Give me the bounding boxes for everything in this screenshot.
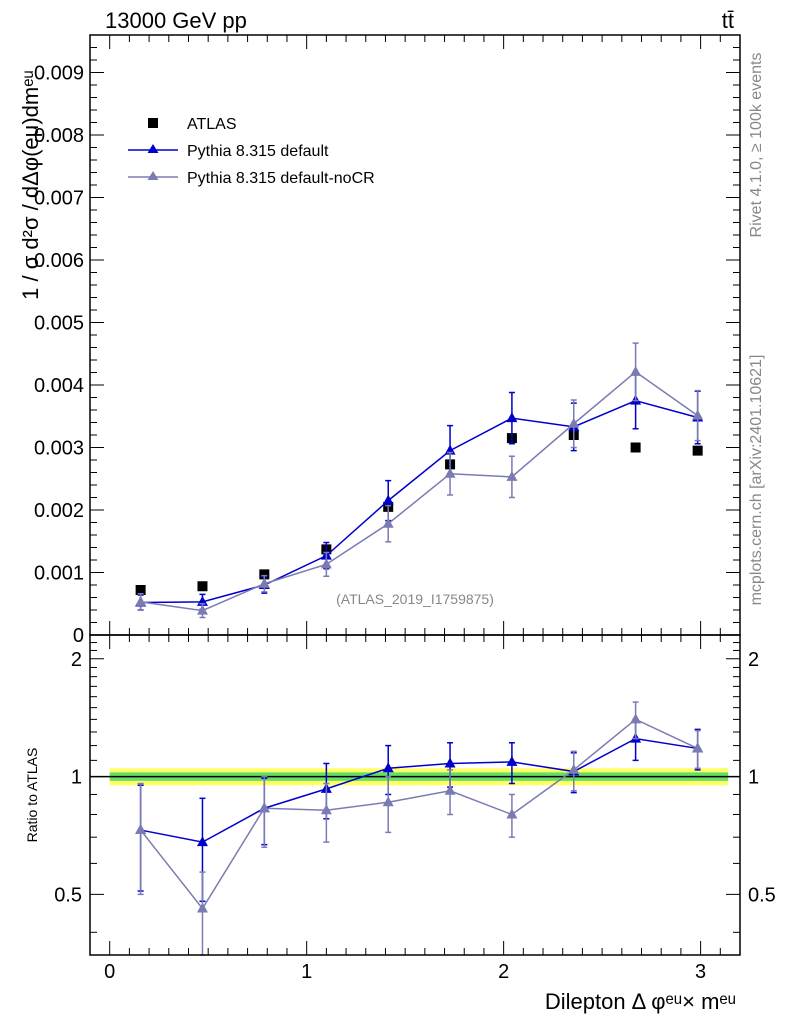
main-y-axis: 0 0.001 0.002 0.003 0.004 0.005 0.006 0.007 0.00… — [34, 34, 740, 647]
ratio-y-tick-label-right: 2 — [748, 649, 759, 671]
main-series-layer — [135, 342, 704, 619]
ratio-point-nocr — [692, 742, 704, 753]
data-point-nocr — [630, 365, 642, 376]
data-point-nocr — [135, 595, 147, 606]
data-point-nocr — [568, 417, 580, 428]
x-tick-label: 0 — [104, 961, 115, 983]
main-y-tick-label: 0.008 — [34, 125, 84, 147]
ratio-reference-band — [90, 768, 740, 786]
data-point-nocr — [258, 577, 270, 588]
data-point-atlas — [630, 442, 641, 453]
data-point-atlas — [135, 585, 146, 595]
legend-marker-atlas — [148, 118, 158, 128]
ratio-point-nocr — [630, 713, 642, 724]
ratio-y-axis-title: Ratio to ATLAS — [24, 748, 40, 843]
ratio-point-nocr — [320, 804, 332, 815]
main-x-axis-ticks — [89, 35, 741, 635]
ratio-y-tick-label-right: 1 — [748, 767, 759, 789]
main-y-axis-title: 1 / σ d²σ / dΔφ(eμ)dmᵉᵘ — [18, 70, 43, 300]
header-energy-label: 13000 GeV pp — [105, 8, 247, 33]
ratio-point-default — [196, 836, 208, 847]
analysis-label: (ATLAS_2019_I1759875) — [336, 591, 494, 607]
main-y-tick-label: 0.004 — [34, 375, 84, 397]
ratio-point-default — [382, 762, 394, 773]
ratio-point-nocr — [258, 802, 270, 813]
main-y-tick-label: 0.002 — [34, 500, 84, 522]
data-point-atlas — [692, 445, 703, 456]
data-point-nocr — [506, 470, 518, 481]
legend-label-default: Pythia 8.315 default — [187, 143, 329, 160]
ratio-y-tick-label: 1 — [71, 767, 82, 789]
ratio-series-layer — [135, 701, 704, 956]
x-tick-label: 3 — [695, 961, 706, 983]
data-point-nocr — [196, 604, 208, 615]
header-process-label: tt̄ — [722, 8, 734, 33]
legend-marker-default — [147, 144, 159, 153]
data-point-default — [382, 494, 394, 505]
data-point-nocr — [320, 558, 332, 569]
ratio-point-nocr — [382, 796, 394, 807]
ratio-point-nocr — [135, 824, 147, 835]
main-y-tick-label: 0.005 — [34, 313, 84, 335]
data-point-nocr — [382, 517, 394, 528]
ratio-line-default — [140, 737, 698, 843]
legend: ATLAS Pythia 8.315 default Pythia 8.315 … — [128, 116, 375, 187]
series-line-nocr — [140, 370, 699, 612]
ratio-panel: 0.5 0.5 1 1 2 2 0 1 2 3 Ratio to ATLAS Dilepton … — [24, 634, 776, 1014]
data-point-nocr — [444, 467, 456, 478]
series-line-default — [140, 399, 698, 604]
ratio-point-nocr — [196, 902, 208, 913]
main-y-tick-label: 0.007 — [34, 188, 84, 210]
main-y-tick-label: 0.006 — [34, 250, 84, 272]
legend-label-atlas: ATLAS — [187, 116, 237, 133]
ratio-point-nocr — [444, 784, 456, 795]
data-point-default — [506, 412, 518, 423]
main-y-tick-label: 0 — [73, 625, 84, 647]
ratio-frame — [89, 634, 741, 956]
main-y-tick-label: 0.003 — [34, 438, 84, 460]
ratio-x-axis: 0 1 2 3 — [89, 635, 741, 983]
data-point-nocr — [692, 409, 704, 420]
ratio-line-nocr — [140, 718, 698, 910]
legend-marker-nocr — [147, 171, 159, 180]
legend-label-nocr: Pythia 8.315 default-noCR — [187, 170, 375, 187]
data-point-atlas — [259, 569, 270, 580]
rivet-label: Rivet 4.1.0, ≥ 100k events — [748, 53, 765, 238]
main-y-tick-label: 0.001 — [34, 563, 84, 585]
x-axis-title: Dilepton Δ φᵉᵘ× mᵉᵘ — [545, 989, 736, 1014]
ratio-y-tick-label-right: 0.5 — [748, 884, 776, 906]
ratio-point-default — [444, 757, 456, 768]
data-point-atlas — [197, 581, 208, 592]
ratio-y-tick-label: 2 — [71, 649, 82, 671]
main-y-tick-label: 0.009 — [34, 63, 84, 85]
x-tick-label: 2 — [498, 961, 509, 983]
main-panel: 0 0.001 0.002 0.003 0.004 0.005 0.006 0.007 0.00… — [18, 34, 741, 647]
ratio-point-default — [506, 755, 518, 766]
ratio-point-nocr — [568, 763, 580, 774]
x-tick-label: 1 — [301, 961, 312, 983]
ratio-y-tick-label: 0.5 — [54, 884, 82, 906]
ratio-y-axis: 0.5 0.5 1 1 2 2 — [54, 642, 776, 933]
ratio-point-nocr — [506, 808, 518, 819]
mcplots-label: mcplots.cern.ch [arXiv:2401.10621] — [748, 355, 765, 606]
